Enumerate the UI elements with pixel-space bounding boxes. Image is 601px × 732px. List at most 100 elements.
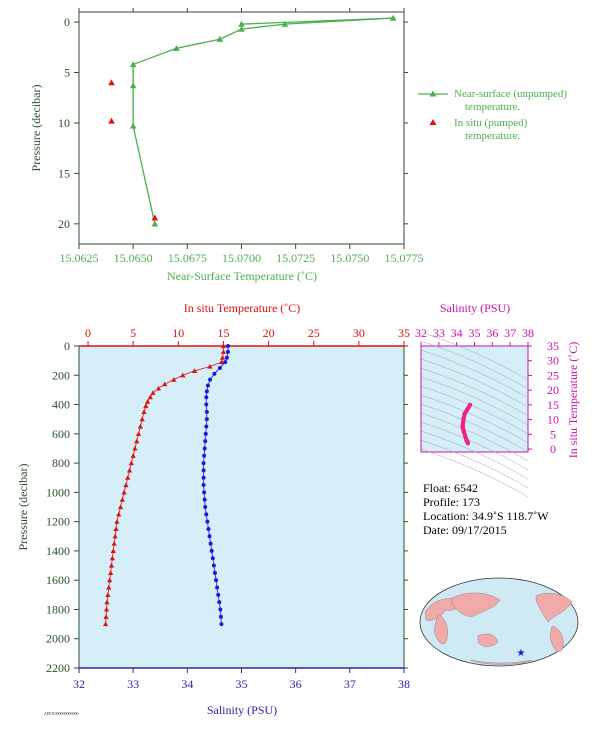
temperature-point xyxy=(103,621,109,627)
world-map: ★ xyxy=(419,577,579,667)
pressure-tick-label: 2200 xyxy=(46,661,70,675)
near-surface-point xyxy=(238,25,245,32)
salinity-point xyxy=(203,439,208,444)
map-landmass-asia xyxy=(451,592,501,617)
in-situ-point xyxy=(108,79,115,86)
temperature-point xyxy=(137,423,143,429)
temperature-point xyxy=(110,548,116,553)
pressure-tick-label: 1600 xyxy=(46,573,70,587)
temperature-point xyxy=(191,368,198,373)
salinity-point xyxy=(212,371,217,376)
temperature-tick-label: 25 xyxy=(308,326,320,340)
density-contour xyxy=(420,421,529,471)
density-contour xyxy=(420,403,529,453)
pressure-tick-label: 800 xyxy=(52,456,70,470)
temperature-point xyxy=(155,385,162,391)
top-x-tick-label: 15.0700 xyxy=(222,251,261,265)
top-legend: Near-surface (unpumped) temperature. In … xyxy=(418,88,567,142)
top-y-tick-label: 0 xyxy=(64,15,70,29)
salinity-point xyxy=(214,578,219,583)
temperature-point xyxy=(150,390,156,395)
salinity-point xyxy=(203,505,208,509)
temperature-point xyxy=(113,526,119,532)
ts-point xyxy=(461,417,466,422)
pressure-tick-label: 200 xyxy=(52,368,70,382)
near-surface-point xyxy=(238,20,245,27)
map-landmass-australia xyxy=(477,633,499,647)
salinity-point xyxy=(207,534,212,539)
temperature-point xyxy=(103,606,110,612)
temperature-point xyxy=(121,489,127,495)
temperature-point xyxy=(207,363,213,369)
temperature-tick-label: 15 xyxy=(217,326,229,340)
density-contour xyxy=(420,430,529,480)
top-x-tick-label: 15.0625 xyxy=(60,251,99,265)
salinity-point xyxy=(202,453,207,458)
temperature-point xyxy=(220,343,227,349)
salinity-point xyxy=(209,548,214,553)
temperature-point xyxy=(126,467,133,473)
salinity-point xyxy=(204,389,209,394)
salinity-point xyxy=(215,585,220,590)
pressure-tick-label: 1200 xyxy=(46,515,70,529)
temperature-tick-label: 20 xyxy=(263,326,275,340)
temperature-point xyxy=(125,475,131,480)
ts-salinity-tick-label: 36 xyxy=(486,326,498,340)
temperature-point xyxy=(116,511,122,517)
map-landmass-africa xyxy=(433,613,448,645)
salinity-point xyxy=(218,607,223,612)
density-contour xyxy=(420,376,529,426)
top-x-axis-label: Near-Surface Temperature (˚C) xyxy=(167,269,317,283)
salinity-point xyxy=(205,383,210,388)
salinity-point xyxy=(208,377,213,382)
top-series xyxy=(108,14,397,227)
salinity-tick-label: 37 xyxy=(344,677,356,691)
near-surface-point xyxy=(173,45,180,51)
salinity-point xyxy=(217,365,222,370)
density-contour xyxy=(420,349,529,399)
pressure-tick-label: 2000 xyxy=(46,632,70,646)
temperature-point xyxy=(180,372,186,378)
salinity-point xyxy=(208,541,213,546)
salinity-point xyxy=(202,446,207,451)
density-contour xyxy=(420,340,529,390)
salinity-point xyxy=(210,556,215,561)
ts-y-axis-label: In situ Temperature (˚C) xyxy=(566,342,580,459)
ts-salinity-tick-label: 34 xyxy=(451,326,463,340)
salinity-point xyxy=(204,512,209,517)
top-plot-frame xyxy=(78,11,405,245)
ts-temperature-tick-label: 25 xyxy=(547,368,559,382)
bottom-y-axis-label: Pressure (decibar) xyxy=(16,464,30,551)
in-situ-point xyxy=(151,214,159,221)
temperature-point xyxy=(123,482,129,488)
temperature-point xyxy=(114,519,120,524)
temperature-point xyxy=(162,381,168,387)
bottom-axis-ticks: 0 5 10 15 20 25 30 35 32 33 34 35 36 37 38 0 200 400 600 80… xyxy=(46,326,410,691)
temperature-point xyxy=(108,562,115,568)
temperature-point xyxy=(103,614,109,619)
salinity-point xyxy=(212,570,217,575)
bottom-series xyxy=(103,343,230,627)
temperature-point xyxy=(104,599,110,605)
salinity-point xyxy=(216,592,221,597)
density-contour xyxy=(420,394,529,444)
temperature-point xyxy=(139,416,145,422)
salinity-point xyxy=(223,360,228,365)
salinity-point xyxy=(217,600,222,605)
salinity-point xyxy=(203,431,208,436)
salinity-point xyxy=(201,468,206,473)
temperature-point xyxy=(220,349,227,354)
temperature-point xyxy=(107,577,113,583)
salinity-point xyxy=(201,475,206,480)
temperature-point xyxy=(132,445,138,451)
salinity-point xyxy=(202,497,207,502)
date: Date: 09/17/2015 xyxy=(423,523,507,537)
top-y-axis-label: Pressure (decibar) xyxy=(29,85,43,172)
salinity-point xyxy=(224,355,229,360)
density-contour xyxy=(420,385,529,435)
legend-in-situ-marker xyxy=(429,119,437,125)
temperature-tick-label: 0 xyxy=(85,326,91,340)
near-surface-point xyxy=(281,20,289,27)
